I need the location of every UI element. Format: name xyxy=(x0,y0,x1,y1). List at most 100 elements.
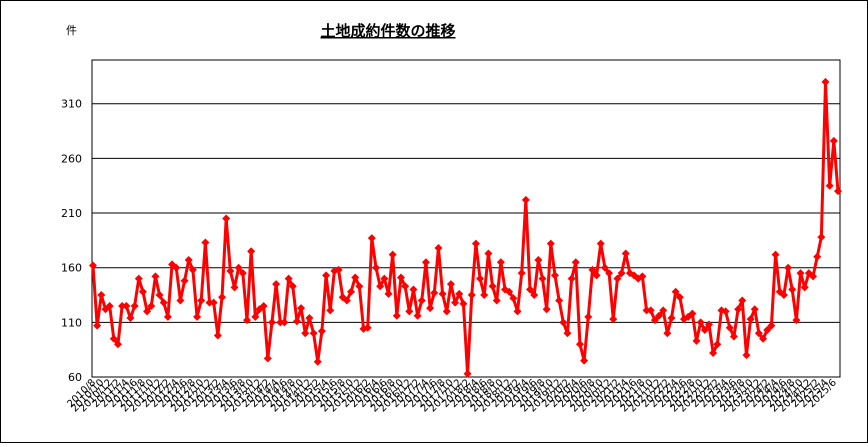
data-marker xyxy=(738,296,747,305)
y-tick-label: 260 xyxy=(61,152,82,165)
data-marker xyxy=(546,239,555,248)
data-marker xyxy=(800,283,809,292)
data-marker xyxy=(301,329,310,338)
data-marker xyxy=(467,291,476,300)
data-marker xyxy=(193,312,202,321)
data-marker xyxy=(509,294,518,303)
data-marker xyxy=(480,291,489,300)
data-marker xyxy=(725,323,734,332)
data-marker xyxy=(355,282,364,291)
data-marker xyxy=(209,298,218,307)
data-marker xyxy=(692,336,701,345)
data-marker xyxy=(272,280,281,289)
data-marker xyxy=(796,269,805,278)
data-marker xyxy=(384,289,393,298)
data-marker xyxy=(155,291,164,300)
data-marker xyxy=(267,318,276,327)
data-marker xyxy=(709,348,718,357)
data-marker xyxy=(147,301,156,310)
data-marker xyxy=(305,313,314,322)
data-marker xyxy=(159,298,168,307)
data-marker xyxy=(234,263,243,272)
data-marker xyxy=(417,296,426,305)
data-marker xyxy=(754,329,763,338)
data-marker xyxy=(442,307,451,316)
data-marker xyxy=(463,369,472,378)
data-marker xyxy=(176,296,185,305)
data-marker xyxy=(218,293,227,302)
data-marker xyxy=(721,307,730,316)
data-marker xyxy=(322,271,331,280)
data-marker xyxy=(704,320,713,329)
data-marker xyxy=(809,272,818,281)
data-marker xyxy=(222,214,231,223)
data-marker xyxy=(113,340,122,349)
data-marker xyxy=(700,325,709,334)
data-marker xyxy=(696,318,705,327)
data-marker xyxy=(451,298,460,307)
data-marker xyxy=(426,304,435,313)
y-unit: 件 xyxy=(66,24,77,37)
data-marker xyxy=(542,305,551,314)
data-marker xyxy=(492,296,501,305)
data-marker xyxy=(180,276,189,285)
data-marker xyxy=(138,287,147,296)
data-marker xyxy=(421,258,430,267)
data-marker xyxy=(172,263,181,272)
y-tick-label: 160 xyxy=(61,262,82,275)
data-marker xyxy=(317,327,326,336)
data-marker xyxy=(405,307,414,316)
data-marker xyxy=(584,312,593,321)
data-marker xyxy=(667,313,676,322)
data-marker xyxy=(788,285,797,294)
data-marker xyxy=(488,282,497,291)
data-marker xyxy=(605,269,614,278)
data-marker xyxy=(521,195,530,204)
data-marker xyxy=(825,181,834,190)
data-marker xyxy=(613,274,622,283)
data-marker xyxy=(592,271,601,280)
data-marker xyxy=(750,305,759,314)
data-marker xyxy=(655,311,664,320)
data-marker xyxy=(538,274,547,283)
data-marker xyxy=(675,293,684,302)
data-marker xyxy=(376,282,385,291)
data-marker xyxy=(567,274,576,283)
data-marker xyxy=(97,291,106,300)
data-marker xyxy=(184,256,193,265)
data-marker xyxy=(372,263,381,272)
data-marker xyxy=(659,306,668,315)
data-marker xyxy=(313,357,322,366)
data-marker xyxy=(413,311,422,320)
data-marker xyxy=(496,258,505,267)
data-marker xyxy=(197,296,206,305)
data-marker xyxy=(109,334,118,343)
data-marker xyxy=(134,274,143,283)
data-marker xyxy=(276,318,285,327)
data-marker xyxy=(205,298,214,307)
data-marker xyxy=(734,305,743,314)
data-marker xyxy=(742,351,751,360)
data-marker xyxy=(446,280,455,289)
data-marker xyxy=(621,249,630,258)
data-marker xyxy=(213,331,222,340)
data-marker xyxy=(638,272,647,281)
data-marker xyxy=(550,271,559,280)
data-marker xyxy=(143,307,152,316)
data-marker xyxy=(251,312,260,321)
data-marker xyxy=(821,77,830,86)
data-marker xyxy=(779,291,788,300)
y-tick-label: 310 xyxy=(61,98,82,111)
data-marker xyxy=(588,265,597,274)
data-marker xyxy=(401,282,410,291)
data-marker xyxy=(534,256,543,265)
y-tick-label: 110 xyxy=(61,316,82,329)
data-marker xyxy=(642,306,651,315)
data-marker xyxy=(834,187,842,196)
y-tick-label: 210 xyxy=(61,207,82,220)
data-marker xyxy=(513,307,522,316)
data-marker xyxy=(309,329,318,338)
data-marker xyxy=(713,340,722,349)
data-marker xyxy=(118,301,127,310)
data-marker xyxy=(517,269,526,278)
